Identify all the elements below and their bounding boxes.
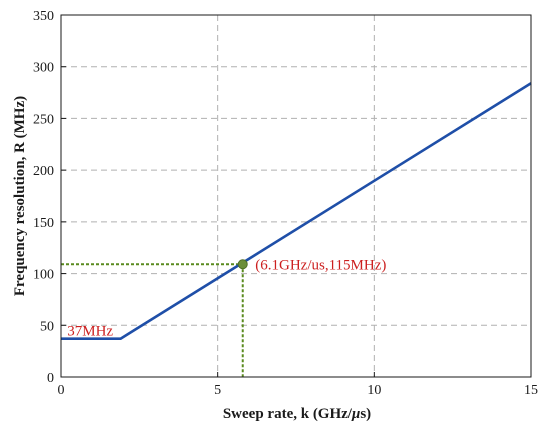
x-tick-label: 0 [58,383,65,398]
annotation-label: 37MHz [67,323,113,339]
y-tick-label: 0 [47,371,54,386]
series [61,82,532,341]
grid [61,15,531,377]
x-tick-label: 5 [214,383,221,398]
y-tick-label: 250 [33,112,54,127]
markers [237,259,248,270]
plot-frame [60,14,532,378]
marker-point [237,259,248,270]
guide-lines [61,263,244,377]
series-line [61,82,532,341]
x-tick-label: 10 [367,383,381,398]
y-tick-label: 350 [33,9,54,24]
y-tick-label: 50 [40,319,54,334]
y-tick-label: 300 [33,61,54,76]
y-tick-label: 100 [33,268,54,283]
x-tick-label: 15 [524,383,538,398]
y-tick-label: 150 [33,216,54,231]
annotations: (6.1GHz/us,115MHz) 37MHz [67,257,386,339]
annotation-label: (6.1GHz/us,115MHz) [255,257,386,273]
y-axis-label: Frequency resolution, R (MHz) [12,96,28,296]
x-axis-label: Sweep rate, k (GHz/μs) [223,406,371,422]
y-tick-label: 200 [33,164,54,179]
